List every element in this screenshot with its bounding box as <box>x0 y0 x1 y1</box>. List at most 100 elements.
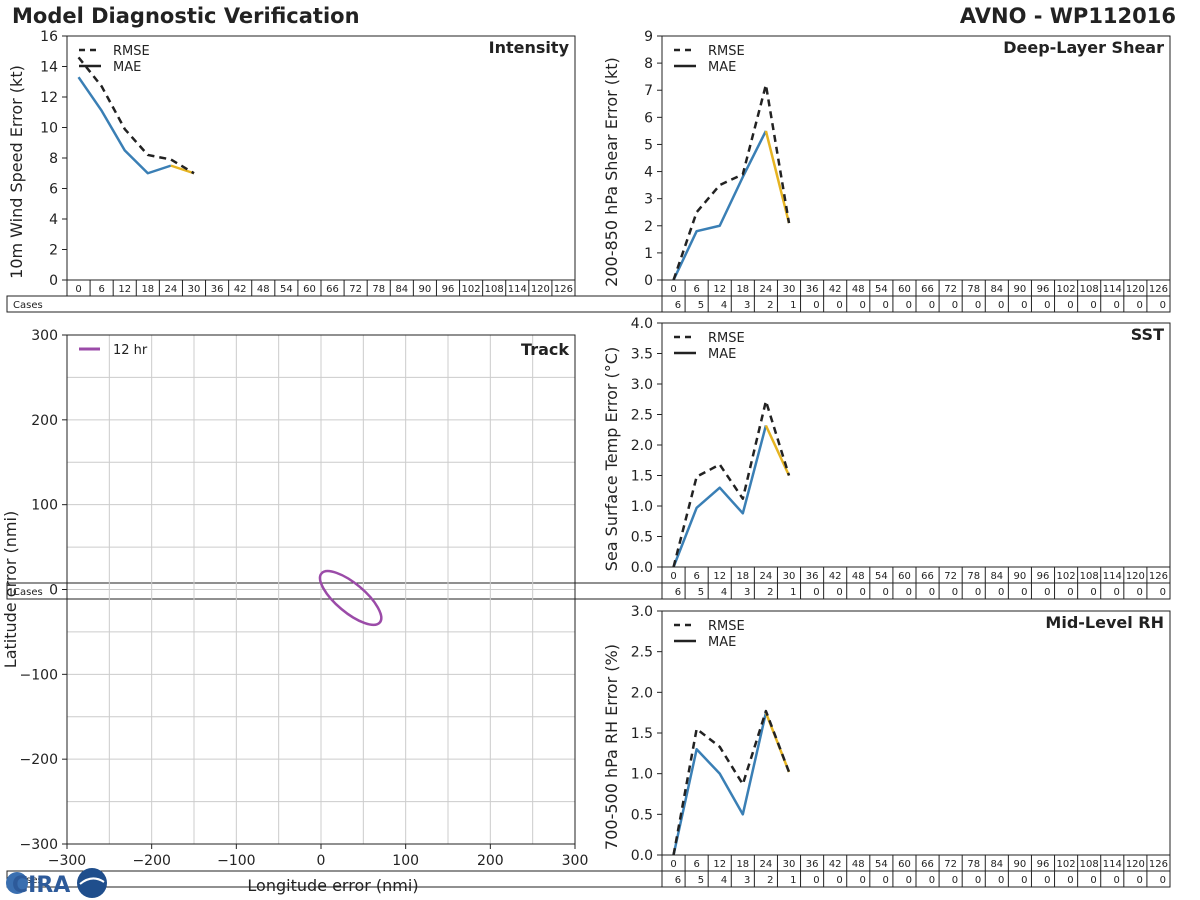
case-cell: 0 <box>1021 300 1027 311</box>
y-tick-label: 0.0 <box>631 560 653 576</box>
hour-cell: 108 <box>1080 571 1099 582</box>
hour-cell: 24 <box>165 284 178 295</box>
case-cell: 0 <box>1067 587 1073 598</box>
y-tick-label: 5 <box>644 137 653 153</box>
case-cell: 0 <box>952 875 958 886</box>
hour-cell: 12 <box>713 571 726 582</box>
hour-cell: 78 <box>372 284 385 295</box>
y-tick-label: 4 <box>644 165 653 181</box>
y-tick-label: 6 <box>49 182 58 198</box>
hour-cell: 60 <box>898 571 911 582</box>
case-cell: 3 <box>744 875 750 886</box>
hour-cell: 60 <box>303 284 316 295</box>
mae-line <box>672 130 768 281</box>
x-tick-label: −100 <box>217 853 255 869</box>
hour-cell: 114 <box>508 284 527 295</box>
hour-cell: 36 <box>806 284 819 295</box>
x-tick-label: 300 <box>562 853 589 869</box>
x-tick-label: 100 <box>392 853 419 869</box>
hour-cell: 48 <box>257 284 270 295</box>
hour-cell: 6 <box>693 859 699 870</box>
hour-cell: 6 <box>693 284 699 295</box>
case-cell: 0 <box>1021 587 1027 598</box>
hour-cell: 126 <box>1149 284 1168 295</box>
case-cell: 0 <box>1160 587 1166 598</box>
case-cell: 0 <box>1067 300 1073 311</box>
hour-cell: 90 <box>419 284 432 295</box>
hour-cell: 84 <box>990 859 1003 870</box>
case-cell: 0 <box>859 875 865 886</box>
case-cell: 0 <box>906 875 912 886</box>
case-cell: 0 <box>883 587 889 598</box>
case-cell: 0 <box>1090 587 1096 598</box>
page-title: Model Diagnostic Verification <box>12 4 360 28</box>
case-cell: 0 <box>883 875 889 886</box>
logo-wave <box>79 877 105 885</box>
logo-globe-left <box>6 872 28 894</box>
cases-label: Cases <box>13 587 43 598</box>
case-cell: 0 <box>1137 300 1143 311</box>
hour-cell: 108 <box>1080 284 1099 295</box>
hour-cell: 36 <box>806 859 819 870</box>
y-tick-label: 12 <box>40 90 58 106</box>
hour-cell: 66 <box>921 571 934 582</box>
y-tick-label: 2 <box>644 219 653 235</box>
y-axis-label: 10m Wind Speed Error (kt) <box>7 65 26 279</box>
cases-label: Cases <box>13 300 43 311</box>
mae-line <box>672 425 768 568</box>
case-cell: 5 <box>698 587 704 598</box>
y-tick-label: 1.5 <box>631 469 653 485</box>
mae-last-segment <box>764 130 791 224</box>
case-cell: 0 <box>998 875 1004 886</box>
hour-cell: 126 <box>1149 859 1168 870</box>
y-tick-label: 8 <box>644 56 653 72</box>
case-cell: 5 <box>698 875 704 886</box>
y-tick-label: 3.0 <box>631 604 653 620</box>
chart-title: Track <box>521 340 569 359</box>
case-cell: 6 <box>675 300 681 311</box>
case-cell: 3 <box>744 300 750 311</box>
hour-cell: 66 <box>921 284 934 295</box>
hour-cell: 48 <box>852 859 865 870</box>
case-cell: 0 <box>906 587 912 598</box>
case-cell: 0 <box>1113 300 1119 311</box>
case-cell: 2 <box>767 875 773 886</box>
legend-label-mae: MAE <box>708 635 736 650</box>
y-tick-label: 3.0 <box>631 377 653 393</box>
hour-cell: 6 <box>693 571 699 582</box>
x-tick-label: −200 <box>132 853 170 869</box>
hour-cell: 30 <box>188 284 201 295</box>
plot-frame <box>66 35 576 281</box>
case-cell: 0 <box>1137 587 1143 598</box>
x-axis-label: Longitude error (nmi) <box>247 876 418 895</box>
chart-title: Mid-Level RH <box>1045 613 1164 632</box>
hour-cell: 54 <box>280 284 293 295</box>
y-tick-label: 0 <box>644 273 653 289</box>
case-cell: 3 <box>744 587 750 598</box>
plot-frame <box>661 610 1171 856</box>
hour-cell: 120 <box>531 284 550 295</box>
case-cell: 0 <box>975 587 981 598</box>
model-title: AVNO - WP112016 <box>959 4 1176 28</box>
hour-cell: 42 <box>829 284 842 295</box>
y-tick-label: 3.5 <box>631 347 653 363</box>
hour-cell: 78 <box>967 284 980 295</box>
logo-text: CIRA <box>12 873 70 898</box>
rmse-line <box>672 399 791 568</box>
case-cell: 0 <box>813 587 819 598</box>
legend-label-rmse: RMSE <box>113 44 150 59</box>
y-tick-label: 0.5 <box>631 807 653 823</box>
case-cell: 0 <box>1113 587 1119 598</box>
case-cell: 0 <box>975 875 981 886</box>
rmse-line <box>672 709 791 856</box>
hour-cell: 6 <box>98 284 104 295</box>
y-tick-label: 0.0 <box>631 848 653 864</box>
y-tick-label: −100 <box>20 667 58 683</box>
y-tick-label: 2 <box>49 243 58 259</box>
hour-cell: 114 <box>1103 284 1122 295</box>
hour-cell: 126 <box>554 284 573 295</box>
plot-frame <box>661 35 1171 281</box>
hour-cell: 72 <box>944 859 957 870</box>
y-tick-label: 2.5 <box>631 408 653 424</box>
